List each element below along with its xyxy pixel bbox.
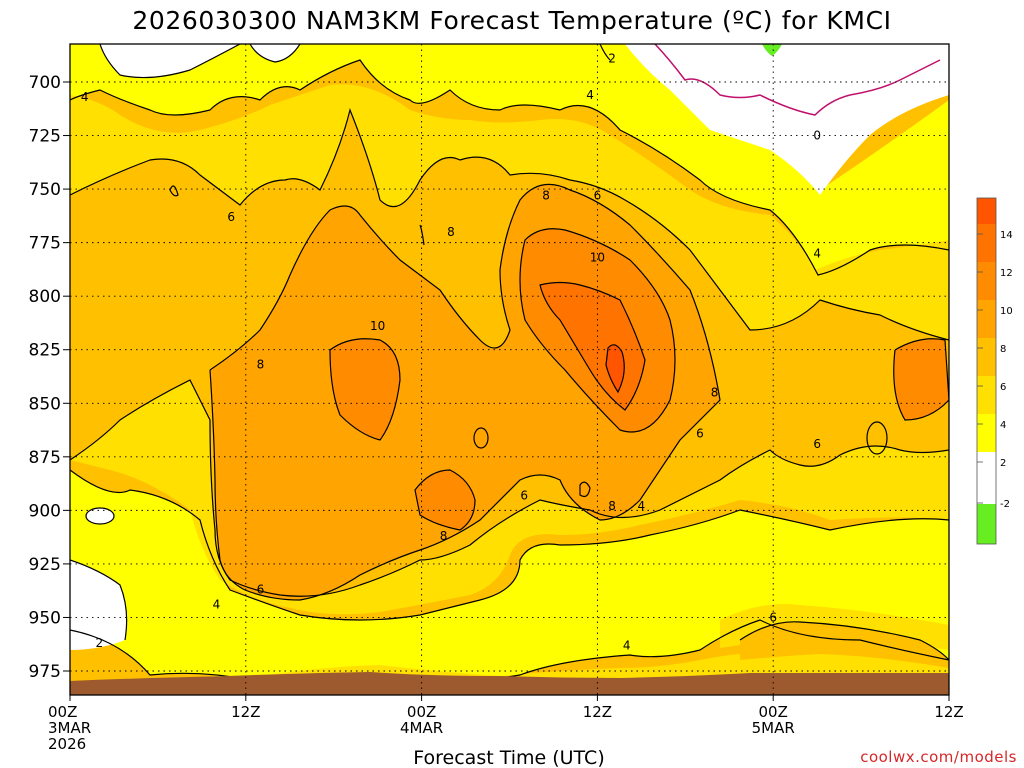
band-10-12-b	[330, 338, 400, 440]
contour-labels: 4 2 4 0 8 6 6 8 10 4 10 8 8 6 6 6 8 4 8 6 4 6 4 2	[81, 51, 821, 652]
contour-label: 4	[638, 499, 646, 513]
band-white-upper-left	[100, 44, 240, 78]
contour-label: 8	[257, 358, 265, 372]
colorbar-segment-2-4	[977, 414, 996, 452]
plot-frame	[69, 43, 950, 696]
colorbar-segment-below-minus2	[977, 504, 996, 544]
contour-label: 6	[696, 426, 704, 440]
contour-label: 6	[813, 437, 821, 451]
y-tick-label: 900	[29, 501, 61, 521]
contour-label: 8	[440, 529, 448, 543]
contour-label: 0	[813, 129, 821, 143]
contour-label: 8	[447, 225, 455, 239]
y-tick-label: 850	[29, 394, 61, 414]
contour-label: 2	[95, 636, 103, 650]
band-white-lower-left	[70, 560, 127, 650]
y-tick-label: 725	[29, 127, 61, 147]
contour-label: 10	[590, 251, 605, 265]
x-tick-label: 00Z	[759, 703, 788, 721]
band-white-blob	[86, 508, 114, 524]
y-axis-ticks: 700 725 750 775 800 825 850 875 900 925 950 975	[29, 73, 70, 682]
contour-zero-line	[654, 44, 941, 116]
contour-label: 6	[257, 583, 265, 597]
colorbar: 14 12 10 8 6 4 2 -2	[976, 197, 1013, 545]
contour-label: 4	[213, 598, 221, 612]
colorbar-frame	[976, 197, 997, 545]
band-above-14	[606, 344, 625, 392]
band-white-upper-mid	[250, 44, 300, 62]
x-tick-label: 00Z	[407, 703, 436, 721]
contour-label: 8	[542, 189, 550, 203]
x-tick-label: 2026	[48, 735, 86, 753]
colorbar-tick-label: 14	[1000, 230, 1013, 241]
colorbar-ticks: 14 12 10 8 6 4 2 -2	[977, 230, 1013, 510]
contour-label: 6	[769, 610, 777, 624]
contour-label: 6	[594, 189, 602, 203]
grid-lines	[70, 44, 949, 695]
contour-label: 6	[227, 210, 235, 224]
colorbar-segment-12-14	[977, 224, 996, 262]
y-tick-label: 800	[29, 287, 61, 307]
plot-area	[70, 44, 949, 695]
band-6-8-low-east	[740, 621, 949, 668]
x-tick-label: 12Z	[934, 703, 963, 721]
x-tick-label: 4MAR	[400, 719, 443, 737]
contour-lines	[70, 44, 949, 686]
x-tick-label: 3MAR	[48, 719, 91, 737]
colorbar-tick-label: 8	[1000, 344, 1006, 355]
credit-link[interactable]: coolwx.com/models	[860, 748, 1017, 766]
colorbar-segment-6-8	[977, 338, 996, 376]
y-tick-label: 750	[29, 180, 61, 200]
band-10-12-d	[893, 338, 949, 420]
contour-label: 6	[520, 488, 528, 502]
contour-label: 8	[608, 499, 616, 513]
colorbar-segment-10-12	[977, 262, 996, 300]
colorbar-tick-label: 4	[1000, 420, 1006, 431]
colorbar-tick-label: 10	[1000, 306, 1013, 317]
contour-label: 4	[623, 638, 631, 652]
x-tick-label: 00Z	[48, 703, 77, 721]
band-10-12-c	[415, 470, 475, 530]
ground-surface	[70, 672, 949, 695]
x-axis-label: Forecast Time (UTC)	[413, 747, 604, 768]
colorbar-segment-above-14	[977, 198, 996, 224]
colorbar-segment-4-6	[977, 376, 996, 414]
y-tick-label: 775	[29, 234, 61, 254]
y-tick-label: 825	[29, 341, 61, 361]
x-tick-label: 12Z	[583, 703, 612, 721]
colorbar-segment-8-10	[977, 300, 996, 338]
y-tick-label: 950	[29, 608, 61, 628]
contour-label: 2	[608, 51, 616, 65]
contour-label: 8	[711, 386, 719, 400]
contour-label: 10	[370, 319, 385, 333]
contour-label: 4	[586, 88, 594, 102]
y-tick-label: 925	[29, 555, 61, 575]
chart-title: 2026030300 NAM3KM Forecast Temperature (…	[132, 6, 891, 35]
x-tick-label: 12Z	[231, 703, 260, 721]
colorbar-tick-label: -2	[1000, 499, 1010, 510]
contour-label: 4	[81, 90, 89, 104]
band-green-top	[762, 44, 782, 56]
colorbar-tick-label: 2	[1000, 458, 1006, 469]
colorbar-segment-minus2-2	[977, 452, 996, 504]
y-tick-label: 700	[29, 73, 61, 93]
contour-label: 4	[813, 246, 821, 260]
y-tick-label: 875	[29, 448, 61, 468]
colorbar-tick-label: 12	[1000, 268, 1013, 279]
x-tick-label: 5MAR	[752, 719, 795, 737]
colorbar-tick-label: 6	[1000, 382, 1006, 393]
y-tick-label: 975	[29, 662, 61, 682]
